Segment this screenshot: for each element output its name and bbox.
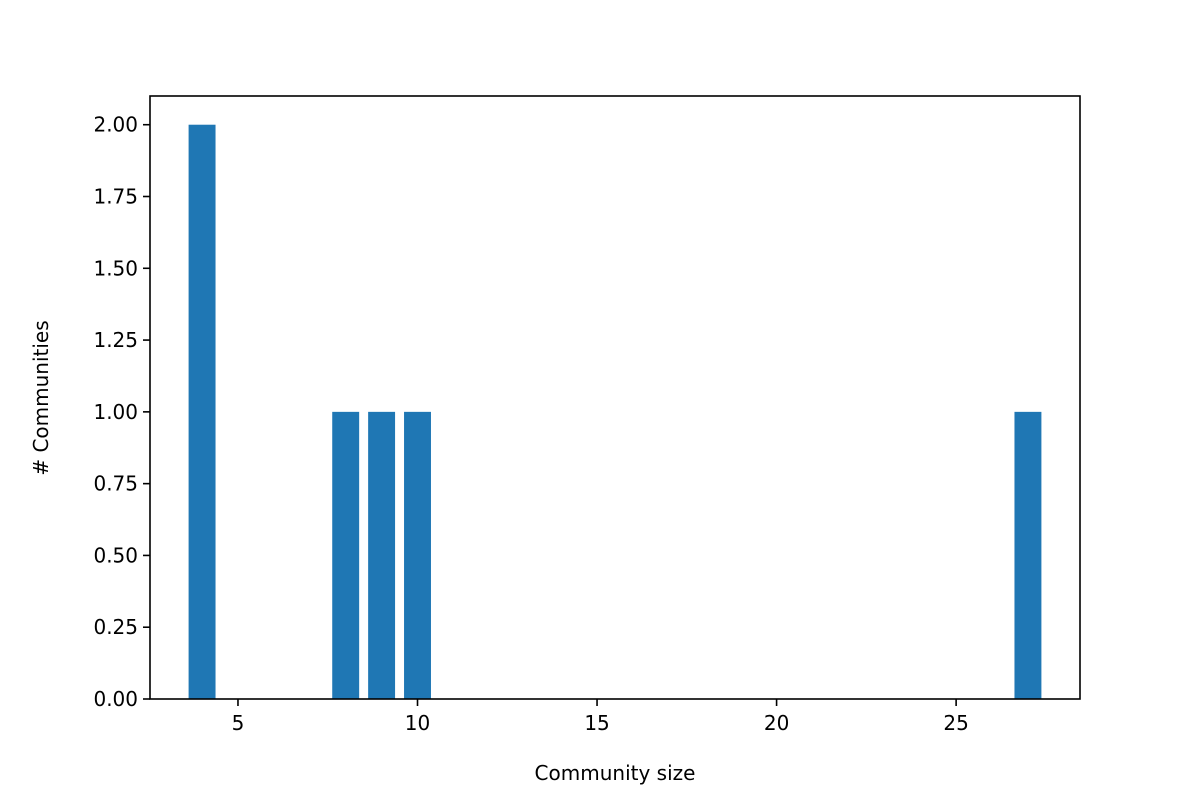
x-axis-ticks: 5 10 15 20 25	[232, 699, 969, 735]
bars-group	[188, 124, 1042, 699]
bar-size-4	[188, 124, 216, 699]
y-axis-ticks: 0.00 0.25 0.50 0.75 1.00 1.25 1.50 1.75 2.00	[93, 113, 150, 711]
bar-size-10	[404, 411, 431, 699]
x-tick-label: 20	[764, 711, 789, 735]
y-axis-title: # Communities	[29, 320, 53, 475]
x-tick-label: 25	[943, 711, 968, 735]
y-tick-label: 1.50	[93, 256, 138, 280]
y-tick-label: 1.00	[93, 400, 138, 424]
plot-frame	[149, 95, 1081, 700]
x-axis-title: Community size	[535, 761, 696, 785]
plot-area-background	[150, 96, 1080, 699]
bar-size-9	[368, 411, 396, 699]
x-tick-label: 15	[584, 711, 609, 735]
y-tick-label: 1.25	[93, 328, 138, 352]
bar-size-27	[1014, 411, 1042, 699]
y-tick-label: 0.50	[93, 543, 138, 567]
bar-size-8	[332, 411, 360, 699]
y-tick-label: 0.00	[93, 687, 138, 711]
y-tick-label: 1.75	[93, 185, 138, 209]
x-tick-label: 5	[232, 711, 245, 735]
y-tick-label: 2.00	[93, 113, 138, 137]
y-tick-label: 0.25	[93, 615, 138, 639]
x-tick-label: 10	[405, 711, 430, 735]
y-tick-label: 0.75	[93, 472, 138, 496]
